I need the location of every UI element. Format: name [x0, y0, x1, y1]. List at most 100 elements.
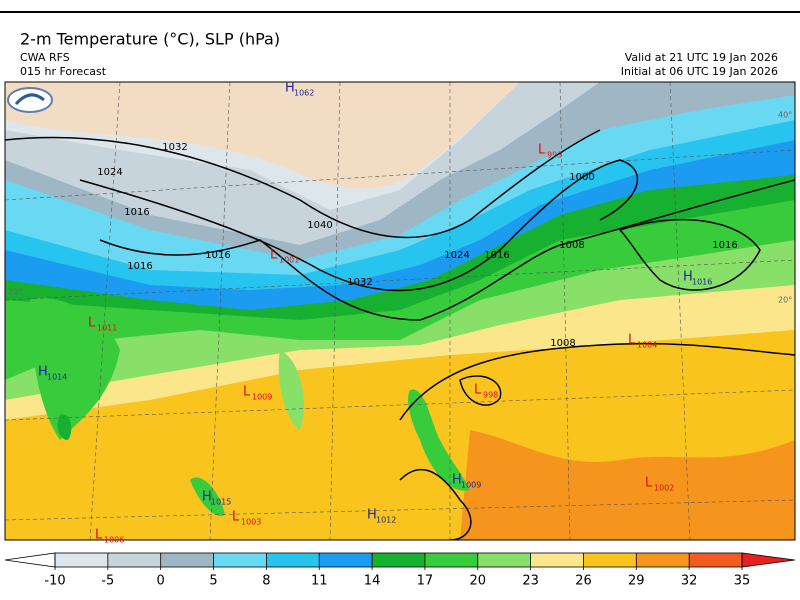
colorbar-tick-label: 0 — [157, 574, 165, 589]
center-value: 1062 — [294, 89, 314, 98]
land-blob — [190, 477, 225, 516]
center-value: 1012 — [376, 516, 396, 525]
colorbar-tick-label: 23 — [522, 574, 539, 589]
colorbar-segment — [477, 553, 531, 567]
isobar-label: 1008 — [550, 338, 575, 349]
isobar-label: 1040 — [307, 220, 332, 231]
center-value: 1009 — [252, 393, 272, 402]
center-value: 1015 — [211, 498, 231, 507]
colorbar-segment — [583, 553, 637, 567]
colorbar-tick-label: 32 — [681, 574, 698, 589]
center-value: 1016 — [692, 278, 712, 287]
land-blob — [278, 350, 304, 430]
colorbar-segment — [372, 553, 425, 567]
init-time: Initial at 06 UTC 19 Jan 2026 — [621, 65, 778, 78]
colorbar-tick-label: 5 — [209, 574, 217, 589]
colorbar-tick-label: 17 — [417, 574, 434, 589]
graticule — [329, 82, 341, 540]
center-letter: H — [452, 473, 462, 488]
colorbar-tick-label: -10 — [44, 574, 65, 589]
map-frame — [4, 81, 796, 541]
graticule — [5, 149, 795, 201]
center-value: 1003 — [241, 518, 261, 527]
isobar — [79, 159, 639, 292]
center-value: 1011 — [97, 324, 117, 333]
center-letter: L — [628, 333, 636, 348]
isobar — [99, 179, 795, 321]
colorbar-segment — [55, 553, 108, 567]
isobar — [5, 129, 601, 239]
colorbar-tick-label: 20 — [469, 574, 486, 589]
map — [5, 82, 795, 540]
forecast: 015 hr Forecast — [20, 65, 107, 78]
isobar-label: 1008 — [559, 240, 584, 251]
center-value: 1014 — [47, 373, 67, 382]
isobar — [399, 469, 472, 540]
colorbar-tick-label: 35 — [734, 574, 751, 589]
center-letter: L — [95, 528, 103, 543]
center-value: 1004 — [637, 341, 657, 350]
colorbar-segment — [107, 553, 161, 567]
logo — [7, 87, 53, 113]
colorbar-segment — [319, 553, 373, 567]
lat-label: 40° — [778, 111, 792, 120]
graticule — [559, 82, 571, 540]
center-letter: H — [285, 81, 295, 96]
isobar — [459, 375, 502, 406]
isobar-label: 1016 — [127, 261, 152, 272]
isobar-label: 1024 — [97, 167, 122, 178]
colorbar-tick-label: 11 — [311, 574, 328, 589]
center-letter: L — [474, 383, 482, 398]
title: 2-m Temperature (°C), SLP (hPa) — [20, 30, 280, 49]
isobar — [619, 218, 761, 291]
colorbar-tick-label: 8 — [262, 574, 270, 589]
center-value: 1001 — [279, 256, 299, 265]
center-letter: L — [270, 248, 278, 263]
center-letter: H — [38, 365, 48, 380]
lat-label: 20° — [778, 296, 792, 305]
isobar-label: 1016 — [205, 250, 230, 261]
colorbar-over — [741, 552, 796, 568]
center-letter: L — [538, 143, 546, 158]
colorbar-segment — [636, 553, 690, 567]
colorbar-tick-label: 26 — [575, 574, 592, 589]
graticule — [5, 259, 795, 301]
lat-label: 20° — [8, 288, 22, 297]
isobar-label: 1024 — [444, 250, 469, 261]
center-letter: H — [367, 508, 377, 523]
colorbar-segment — [266, 553, 320, 567]
center-letter: L — [645, 476, 653, 491]
colorbar-segment — [530, 553, 584, 567]
center-letter: H — [202, 490, 212, 505]
isobar — [399, 342, 795, 421]
isobar-label: 1032 — [347, 277, 372, 288]
isobar-label: 1000 — [569, 172, 594, 183]
colorbar-tick-label: -5 — [101, 574, 114, 589]
isobar-label: 1032 — [162, 142, 187, 153]
land-blob — [408, 389, 470, 491]
land-blob — [30, 298, 120, 440]
center-value: 993 — [547, 151, 562, 160]
center-letter: L — [243, 385, 251, 400]
valid-time: Valid at 21 UTC 19 Jan 2026 — [625, 51, 778, 64]
model: CWA RFS — [20, 51, 70, 64]
isobar-label: 1016 — [124, 207, 149, 218]
isobar-label: 1016 — [712, 240, 737, 251]
center-value: 1002 — [654, 484, 674, 493]
isobar-label: 1016 — [484, 250, 509, 261]
center-letter: L — [232, 510, 240, 525]
colorbar-segment — [689, 553, 742, 567]
colorbar-segment — [160, 553, 214, 567]
center-value: 1009 — [461, 481, 481, 490]
graticule — [5, 389, 795, 421]
colorbar-segment — [424, 553, 478, 567]
land-blob — [57, 414, 72, 440]
center-letter: L — [88, 316, 96, 331]
center-value: 1006 — [104, 536, 124, 545]
colorbar-tick-label: 29 — [628, 574, 645, 589]
center-letter: H — [683, 270, 693, 285]
center-value: 998 — [483, 391, 498, 400]
colorbar-tick-label: 14 — [364, 574, 381, 589]
